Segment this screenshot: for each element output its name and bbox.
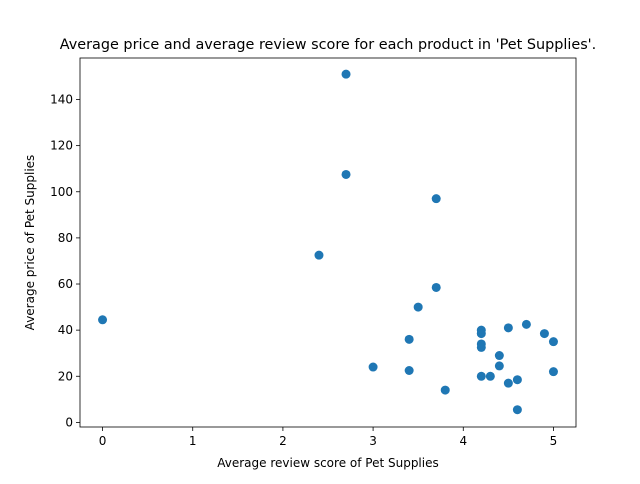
- y-tick-label: 120: [50, 139, 73, 153]
- ticks-layer: 0 1 2 3 4 5 0 20 40 60 80 100 120 140: [50, 93, 557, 448]
- scatter-point-10: [440, 385, 450, 395]
- y-tick-label: 0: [65, 415, 73, 429]
- scatter-point-16: [485, 371, 495, 381]
- x-tick-label: 2: [279, 434, 287, 448]
- y-tick-label: 60: [58, 277, 73, 291]
- x-tick-label: 4: [459, 434, 467, 448]
- y-tick-label: 100: [50, 185, 73, 199]
- x-tick-label: 1: [189, 434, 197, 448]
- scatter-point-4: [368, 362, 378, 372]
- scatter-point-21: [512, 375, 522, 385]
- scatter-point-12: [476, 329, 486, 339]
- scatter-point-1: [314, 250, 324, 260]
- x-tick-label: 5: [550, 434, 558, 448]
- scatter-point-5: [404, 334, 414, 344]
- chart-title: Average price and average review score f…: [60, 37, 596, 53]
- scatter-point-2: [341, 69, 351, 79]
- scatter-point-25: [548, 337, 558, 347]
- scatter-point-26: [548, 367, 558, 377]
- y-tick-label: 20: [58, 369, 73, 383]
- scatter-point-7: [413, 302, 423, 312]
- x-tick-label: 3: [369, 434, 377, 448]
- y-tick-label: 40: [58, 323, 73, 337]
- scatter-point-18: [494, 361, 504, 371]
- scatter-point-6: [404, 365, 414, 375]
- scatter-point-15: [476, 371, 486, 381]
- scatter-point-0: [98, 315, 108, 325]
- y-tick-label: 140: [50, 93, 73, 107]
- scatter-point-22: [512, 405, 522, 415]
- scatter-point-14: [476, 342, 486, 352]
- points-layer: [98, 69, 558, 415]
- x-axis-label: Average review score of Pet Supplies: [217, 456, 439, 470]
- scatter-point-23: [521, 319, 531, 329]
- plot-area-frame: [79, 57, 577, 428]
- x-tick-label: 0: [99, 434, 107, 448]
- scatter-point-9: [431, 282, 441, 292]
- y-axis-label: Average price of Pet Supplies: [23, 155, 37, 331]
- scatter-point-24: [539, 329, 549, 339]
- y-tick-label: 80: [58, 231, 73, 245]
- scatter-point-3: [341, 169, 351, 179]
- scatter-point-17: [494, 351, 504, 361]
- scatter-point-8: [431, 194, 441, 204]
- scatter-point-20: [503, 378, 513, 388]
- scatter-point-19: [503, 323, 513, 333]
